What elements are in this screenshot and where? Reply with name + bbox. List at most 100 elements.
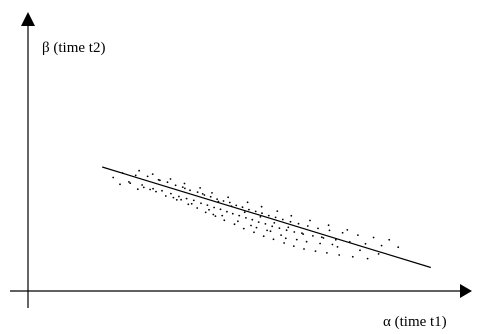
data-point: [301, 232, 303, 235]
data-point: [209, 195, 212, 198]
data-point: [309, 219, 311, 222]
y-axis-arrow: [21, 12, 35, 26]
data-point: [189, 189, 191, 192]
data-point: [326, 252, 328, 254]
data-point: [164, 195, 167, 197]
data-point: [222, 200, 225, 202]
data-point: [264, 223, 267, 225]
data-point: [184, 187, 186, 190]
data-point: [235, 204, 238, 207]
data-point: [213, 206, 216, 209]
data-point: [276, 210, 279, 213]
data-point: [262, 235, 265, 238]
data-point: [364, 242, 367, 245]
data-point: [241, 206, 244, 209]
data-point: [119, 183, 121, 186]
data-point: [233, 223, 236, 226]
data-point: [127, 181, 130, 183]
data-point: [226, 210, 228, 213]
data-point: [149, 188, 152, 191]
data-point: [336, 246, 339, 248]
data-point: [317, 227, 319, 230]
data-point: [246, 201, 249, 204]
data-point: [272, 238, 275, 241]
y-axis-label: β (time t2): [42, 40, 105, 56]
data-point: [269, 230, 272, 233]
data-point: [159, 179, 161, 182]
data-point: [267, 214, 270, 217]
data-point: [248, 208, 250, 211]
data-point: [196, 191, 199, 194]
data-point: [351, 255, 354, 258]
data-point: [155, 190, 157, 193]
data-point: [237, 220, 239, 223]
data-point: [227, 196, 230, 199]
data-point: [372, 236, 375, 239]
data-point: [259, 216, 262, 218]
data-point: [257, 221, 260, 224]
data-point: [151, 173, 154, 176]
data-point: [203, 194, 206, 196]
data-point: [377, 253, 380, 255]
data-point: [346, 229, 349, 231]
data-point: [200, 202, 202, 205]
data-point: [305, 240, 308, 243]
trend-line: [102, 166, 431, 269]
data-point: [283, 242, 285, 244]
data-point: [320, 236, 323, 239]
data-point: [223, 219, 226, 222]
data-point: [380, 244, 383, 247]
data-point: [169, 178, 172, 180]
data-point: [242, 227, 245, 230]
data-point: [319, 242, 321, 245]
data-point: [238, 214, 241, 217]
data-point: [245, 217, 247, 219]
data-point: [290, 214, 293, 217]
data-point: [266, 229, 268, 232]
data-point: [216, 198, 219, 201]
data-point: [228, 201, 231, 204]
data-point: [187, 203, 190, 206]
scatter-points: [112, 169, 400, 260]
data-point: [199, 187, 202, 189]
data-point: [255, 226, 258, 229]
data-point: [289, 220, 292, 223]
data-point: [183, 182, 186, 185]
data-point: [221, 214, 224, 217]
data-point: [285, 229, 288, 232]
data-point: [231, 212, 234, 215]
data-point: [212, 213, 215, 216]
data-point: [338, 254, 341, 256]
data-point: [303, 248, 305, 250]
data-point: [201, 193, 204, 195]
data-point: [136, 188, 139, 191]
data-point: [204, 211, 207, 214]
data-point: [359, 249, 361, 252]
x-axis-label: α (time t1): [383, 314, 447, 330]
data-point: [261, 212, 263, 215]
data-point: [334, 238, 337, 241]
data-point: [253, 231, 255, 234]
data-point: [219, 208, 222, 211]
data-point: [366, 257, 369, 260]
data-point: [284, 237, 287, 240]
data-point: [206, 204, 209, 207]
data-point: [208, 208, 210, 211]
data-point: [292, 245, 295, 248]
data-point: [152, 187, 155, 190]
data-point: [312, 235, 314, 237]
data-point: [327, 224, 330, 227]
data-point: [175, 199, 178, 201]
data-point: [271, 225, 274, 228]
data-point: [278, 227, 281, 230]
data-point: [196, 207, 199, 209]
data-point: [142, 186, 145, 189]
data-point: [287, 226, 290, 229]
data-point: [397, 246, 400, 249]
data-point: [138, 169, 141, 172]
data-point: [180, 198, 183, 201]
data-point: [170, 192, 172, 195]
data-point: [243, 211, 246, 214]
data-point: [280, 234, 282, 237]
